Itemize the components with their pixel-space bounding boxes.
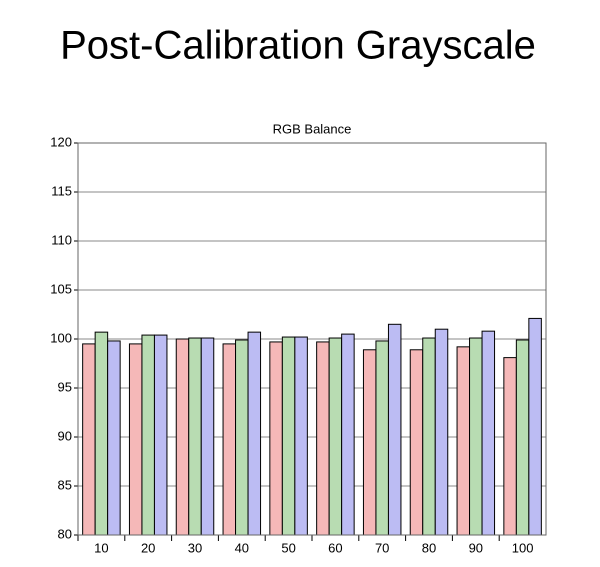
- bar: [434, 328, 449, 536]
- bar: [222, 343, 237, 536]
- bar: [153, 334, 168, 536]
- bar: [469, 337, 483, 536]
- x-tick-label: 80: [422, 540, 436, 555]
- y-tick-label: 80: [58, 526, 72, 541]
- x-tick-label: 30: [188, 540, 202, 555]
- y-tick-label: 115: [51, 183, 72, 198]
- bar: [422, 337, 436, 536]
- bar: [281, 336, 296, 536]
- y-tick-label: 85: [58, 477, 72, 492]
- bar: [341, 333, 355, 536]
- bar: [481, 330, 496, 536]
- bar: [528, 317, 542, 536]
- bar: [515, 339, 530, 536]
- bar: [247, 331, 262, 536]
- bar: [294, 336, 308, 536]
- bar: [188, 337, 202, 536]
- bar: [328, 337, 343, 536]
- bar: [175, 338, 190, 536]
- bar: [503, 357, 517, 536]
- x-tick-label: 60: [328, 540, 342, 555]
- bar: [362, 349, 377, 536]
- x-tick-label: 70: [375, 540, 389, 555]
- bar: [375, 340, 389, 536]
- bar: [128, 343, 143, 536]
- y-tick-label: 120: [50, 134, 72, 149]
- bar: [269, 341, 283, 536]
- bar: [409, 349, 424, 536]
- plot-frame: [77, 142, 547, 536]
- bar: [82, 343, 96, 536]
- y-tick-label: 95: [58, 379, 72, 394]
- y-tick-label: 90: [58, 428, 72, 443]
- x-tick-label: 10: [94, 540, 108, 555]
- x-tick-label: 50: [281, 540, 295, 555]
- chart-title: Post-Calibration Grayscale: [60, 24, 536, 68]
- y-tick-label: 105: [50, 281, 72, 296]
- x-tick-label: 20: [141, 540, 155, 555]
- chart-subtitle: RGB Balance: [273, 121, 352, 136]
- x-tick-label: 40: [235, 540, 249, 555]
- x-tick-label: 100: [512, 540, 534, 555]
- bar: [94, 331, 109, 536]
- y-tick-label: 110: [51, 232, 72, 247]
- bar: [141, 334, 155, 536]
- y-tick-label: 100: [50, 330, 72, 345]
- bar: [387, 323, 402, 536]
- bar: [200, 337, 215, 536]
- bar: [235, 339, 249, 536]
- bar: [107, 340, 121, 536]
- bar: [456, 346, 471, 536]
- x-tick-label: 90: [469, 540, 483, 555]
- bar: [316, 341, 330, 536]
